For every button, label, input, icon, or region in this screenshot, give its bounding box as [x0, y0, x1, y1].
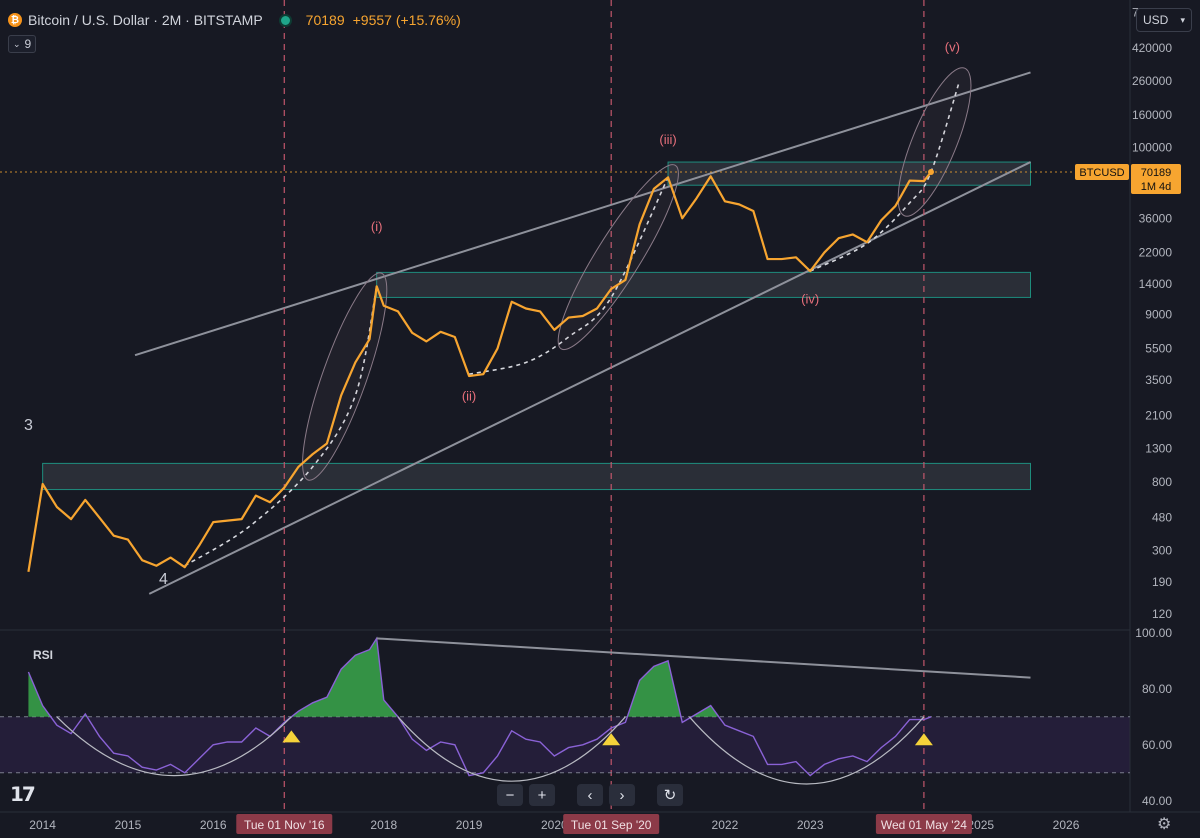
price-tick-label: 2100	[1145, 408, 1172, 422]
time-tick-label: 2025	[967, 818, 994, 832]
wave-label: (v)	[945, 39, 960, 54]
support-resistance-zone	[667, 161, 1032, 186]
scroll-left-button[interactable]: ‹	[577, 784, 603, 806]
time-tick-label: 2019	[456, 818, 483, 832]
price-tick-label: 480	[1152, 511, 1172, 525]
header-change: +9557 (+15.76%)	[352, 12, 461, 28]
rsi-overbought-fill	[291, 638, 398, 717]
price-tick-label: 300	[1152, 543, 1172, 557]
header-price: 70189	[305, 12, 345, 28]
impulse-ellipse	[302, 272, 388, 481]
last-price-point	[928, 168, 935, 175]
rsi-overbought-fill	[28, 672, 51, 717]
price-tick-label: 800	[1152, 475, 1172, 489]
symbol-title[interactable]: Bitcoin / U.S. Dollar · 2M · BITSTAMP	[28, 12, 263, 28]
price-tick-label: 100000	[1132, 140, 1172, 154]
rsi-overbought-fill	[627, 660, 681, 717]
price-tick-label: 22000	[1139, 245, 1173, 259]
support-resistance-zone	[42, 462, 1032, 491]
price-tick-label: 190	[1152, 575, 1172, 589]
time-tick-label: 2015	[115, 818, 142, 832]
guide-arc	[184, 286, 378, 567]
impulse-ellipse	[557, 164, 679, 351]
date-marker-label: Wed 01 May '24	[881, 818, 967, 832]
time-tick-label: 2026	[1053, 818, 1080, 832]
rsi-band	[0, 716, 1130, 773]
price-tick-label: 120	[1152, 607, 1172, 621]
time-tick-label: 2016	[200, 818, 227, 832]
chart-header: ₿ Bitcoin / U.S. Dollar · 2M · BITSTAMP …	[8, 10, 461, 30]
wave-label: (iv)	[801, 292, 819, 307]
indicators-toggle[interactable]: ⌄ 9	[8, 35, 37, 53]
guide-arc	[468, 176, 669, 375]
price-tick-label: 160000	[1132, 108, 1172, 122]
tradingview-logo[interactable]: 𝟭𝟳	[10, 784, 36, 806]
navigation-toolbar: − + ‹ › ↻	[497, 784, 683, 806]
price-tick-label: 36000	[1139, 211, 1173, 225]
rsi-trendline	[376, 637, 1031, 679]
currency-select[interactable]: USD ▾	[1136, 8, 1192, 32]
support-resistance-zone	[376, 271, 1032, 298]
date-marker-box	[236, 814, 333, 834]
last-price-box	[1131, 163, 1181, 194]
date-marker-label: Tue 01 Nov '16	[244, 818, 325, 832]
symbol-label-text: BTCUSD	[1079, 167, 1124, 179]
price-tick-label: 14000	[1139, 277, 1173, 291]
guide-arc	[809, 80, 961, 272]
wave-label: (ii)	[462, 389, 476, 404]
wave-label: 4	[159, 571, 168, 588]
rsi-line	[27, 636, 932, 777]
last-price-value: 70189	[1141, 167, 1172, 179]
date-marker-box	[875, 814, 972, 834]
indicator-count: 9	[24, 37, 32, 51]
chevron-down-icon: ▾	[1180, 14, 1185, 25]
wave-label: (iii)	[659, 132, 676, 147]
time-tick-label: 2014	[29, 818, 56, 832]
price-tick-label: 1300	[1145, 442, 1172, 456]
chevron-down-icon: ⌄	[13, 38, 21, 49]
currency-label: USD	[1143, 13, 1169, 27]
time-tick-label: 2020	[541, 818, 568, 832]
wave-label: 3	[24, 417, 33, 434]
date-marker-box	[563, 814, 660, 834]
channel-trendline	[148, 161, 1031, 595]
price-series-line	[27, 171, 932, 572]
rsi-tick-label: 40.00	[1142, 794, 1172, 808]
impulse-ellipse	[897, 67, 972, 217]
time-tick-label: 2018	[370, 818, 397, 832]
price-tick-label: 9000	[1145, 307, 1172, 321]
symbol-label-box	[1075, 163, 1129, 180]
wave-label: 5	[941, 0, 950, 1]
rsi-tick-label: 60.00	[1142, 738, 1172, 752]
date-marker-label: Tue 01 Sep '20	[571, 818, 652, 832]
time-tick-label: 2023	[797, 818, 824, 832]
wave-label: (i)	[371, 219, 383, 234]
scroll-right-button[interactable]: ›	[609, 784, 635, 806]
price-tick-label: 5500	[1145, 342, 1172, 356]
market-status-icon	[278, 13, 292, 27]
rsi-tick-label: 100.00	[1135, 626, 1172, 640]
rsi-bowl-arc	[397, 716, 626, 782]
zoom-out-button[interactable]: −	[497, 784, 523, 806]
rsi-title: RSI	[33, 648, 53, 662]
rsi-bowl-arc	[688, 716, 925, 785]
price-tick-label: 420000	[1132, 41, 1172, 55]
signal-triangle-marker	[914, 733, 933, 746]
bitcoin-icon: ₿	[8, 13, 22, 27]
rsi-tick-label: 80.00	[1142, 682, 1172, 696]
signal-triangle-marker	[282, 730, 301, 743]
rsi-bowl-arc	[56, 716, 292, 777]
time-tick-label: 2022	[712, 818, 739, 832]
zoom-in-button[interactable]: +	[529, 784, 555, 806]
reset-chart-button[interactable]: ↻	[657, 784, 683, 806]
price-tick-label: 260000	[1132, 74, 1172, 88]
signal-triangle-marker	[602, 733, 621, 746]
price-tick-label: 3500	[1145, 373, 1172, 387]
bar-countdown: 1M 4d	[1141, 181, 1172, 193]
gear-icon[interactable]: ⚙	[1157, 816, 1172, 833]
